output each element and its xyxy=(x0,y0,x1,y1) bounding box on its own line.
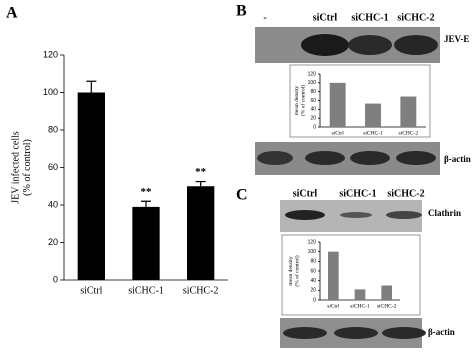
bar xyxy=(381,285,392,300)
y-tick-label: 120 xyxy=(308,239,317,245)
x-tick-label: siCHC-1 xyxy=(128,285,164,296)
y-tick-label: 100 xyxy=(308,80,317,86)
y-tick-label: 40 xyxy=(310,107,316,113)
y-tick-label: 40 xyxy=(310,278,316,284)
y-tick-label: 40 xyxy=(48,199,58,209)
error-bar xyxy=(195,180,206,187)
lane-label: siCHC-1 xyxy=(351,12,388,23)
bar xyxy=(77,92,105,280)
y-tick-label: 20 xyxy=(310,115,316,121)
lane-label: siCHC-2 xyxy=(397,12,434,23)
y-axis-label: mean density xyxy=(294,86,300,115)
y-axis-label: (% of control) xyxy=(22,139,33,196)
y-tick-label: 60 xyxy=(310,98,316,104)
x-tick-label: siCHC-1 xyxy=(350,303,370,309)
y-tick-label: 80 xyxy=(310,89,316,95)
y-axis-label: JEV infected cells xyxy=(11,131,22,204)
blot xyxy=(280,318,426,348)
panel-label: B xyxy=(236,3,247,20)
x-tick-label: siCHC-1 xyxy=(363,130,383,136)
y-tick-label: 100 xyxy=(43,87,58,97)
significance: ** xyxy=(141,186,153,198)
blot-label: JEV-E xyxy=(444,34,469,44)
y-axis-label: mean density xyxy=(288,256,294,285)
x-tick-label: siCtrl xyxy=(327,303,340,309)
y-tick-label: 20 xyxy=(48,237,58,247)
x-tick-label: siCHC-2 xyxy=(399,130,419,136)
bar xyxy=(400,96,417,127)
lane-label: siCtrl xyxy=(293,188,318,199)
x-tick-label: siCtrl xyxy=(332,130,345,136)
blot xyxy=(255,27,440,63)
bar xyxy=(187,186,215,280)
y-tick-label: 120 xyxy=(308,71,317,77)
y-tick-label: 60 xyxy=(48,162,58,172)
bar xyxy=(365,103,381,127)
blot-label: β-actin xyxy=(444,154,471,164)
y-tick-label: 120 xyxy=(43,49,58,59)
lane-label: siCHC-2 xyxy=(387,188,424,199)
y-tick-label: 60 xyxy=(310,268,316,274)
y-tick-label: 80 xyxy=(310,259,316,265)
error-bar xyxy=(141,200,151,207)
lane-label: siCtrl xyxy=(313,12,338,23)
panel-label: C xyxy=(236,187,248,204)
lane-label: siCHC-1 xyxy=(339,188,376,199)
x-tick-label: siCtrl xyxy=(80,285,102,296)
y-tick-label: 0 xyxy=(313,297,316,303)
x-tick-label: siCHC-2 xyxy=(183,285,219,296)
y-tick-label: 0 xyxy=(313,124,316,130)
bar xyxy=(329,82,346,127)
inset-frame xyxy=(281,234,421,316)
y-tick-label: 80 xyxy=(48,124,58,134)
lane-label: - xyxy=(263,12,266,23)
blot xyxy=(255,142,440,175)
y-tick-label: 0 xyxy=(53,274,58,284)
error-bar xyxy=(86,80,97,93)
y-axis-label: (% of control) xyxy=(299,85,306,116)
significance: ** xyxy=(195,166,207,178)
blot-label: β-actin xyxy=(428,327,455,337)
y-axis-label: (% of control) xyxy=(293,255,300,286)
blot-label: Clathrin xyxy=(428,208,461,218)
panel-label: A xyxy=(6,5,18,22)
x-tick-label: siCHC-2 xyxy=(377,303,397,309)
y-tick-label: 20 xyxy=(310,288,316,294)
bar xyxy=(328,251,339,300)
y-tick-label: 100 xyxy=(308,249,317,255)
bar xyxy=(132,206,160,280)
bar xyxy=(354,289,366,300)
blot xyxy=(280,200,422,232)
